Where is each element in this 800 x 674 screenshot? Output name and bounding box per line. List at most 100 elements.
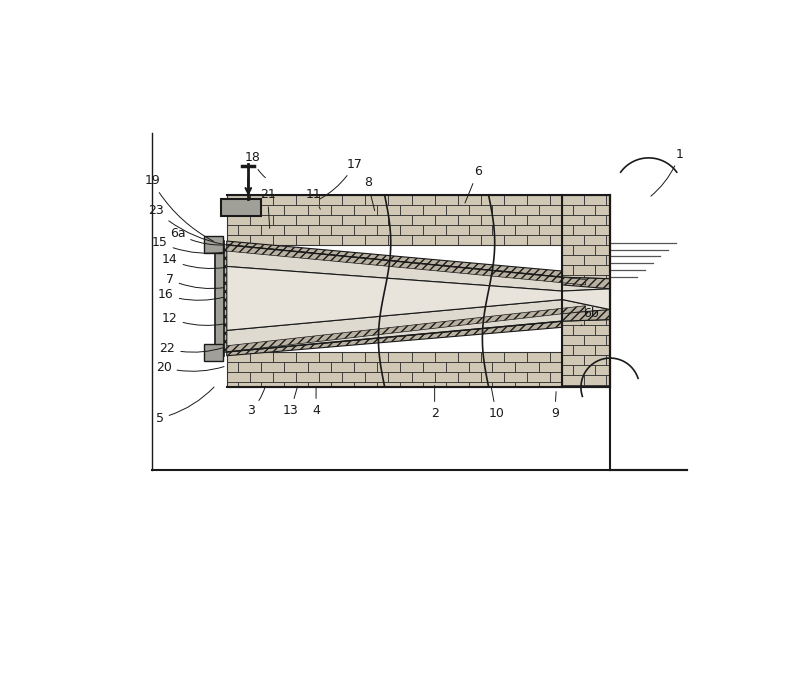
- Bar: [262, 205, 285, 215]
- Bar: [377, 205, 400, 215]
- Text: 17: 17: [320, 158, 362, 199]
- Bar: [389, 372, 411, 382]
- Bar: [250, 195, 273, 205]
- Bar: [562, 295, 584, 305]
- Bar: [434, 372, 458, 382]
- Bar: [538, 382, 562, 387]
- Bar: [562, 355, 584, 365]
- Bar: [226, 235, 250, 245]
- Bar: [470, 362, 492, 372]
- Bar: [527, 352, 550, 362]
- Bar: [400, 225, 423, 235]
- Bar: [411, 352, 434, 362]
- Text: 13: 13: [282, 386, 298, 417]
- Bar: [296, 195, 319, 205]
- Bar: [319, 195, 342, 205]
- Bar: [606, 375, 610, 385]
- Bar: [550, 352, 562, 362]
- Bar: [562, 325, 574, 335]
- Bar: [226, 372, 250, 382]
- Bar: [504, 195, 527, 205]
- Bar: [307, 362, 330, 372]
- Polygon shape: [226, 321, 562, 356]
- Bar: [574, 325, 594, 335]
- Bar: [377, 362, 400, 372]
- Text: 3: 3: [246, 386, 266, 417]
- Bar: [594, 385, 610, 387]
- Text: 6: 6: [465, 165, 482, 203]
- Text: 9: 9: [551, 392, 558, 420]
- Bar: [319, 235, 342, 245]
- Bar: [273, 372, 296, 382]
- Bar: [330, 362, 354, 372]
- Polygon shape: [562, 309, 610, 321]
- Bar: [250, 372, 273, 382]
- Bar: [458, 352, 481, 362]
- Bar: [574, 265, 594, 275]
- Bar: [538, 205, 562, 215]
- Bar: [470, 225, 492, 235]
- Bar: [594, 245, 610, 255]
- Polygon shape: [226, 306, 586, 352]
- Bar: [606, 235, 610, 245]
- Bar: [538, 225, 562, 235]
- Polygon shape: [226, 241, 562, 277]
- Polygon shape: [226, 245, 610, 291]
- Bar: [515, 205, 538, 215]
- Bar: [562, 385, 574, 387]
- Bar: [238, 225, 262, 235]
- Bar: [470, 382, 492, 387]
- Bar: [492, 362, 515, 372]
- Bar: [562, 195, 610, 387]
- Bar: [423, 362, 446, 372]
- Bar: [594, 325, 610, 335]
- Bar: [366, 195, 389, 205]
- Bar: [584, 235, 606, 245]
- Bar: [606, 215, 610, 225]
- Bar: [584, 315, 606, 325]
- Bar: [446, 382, 470, 387]
- Bar: [215, 241, 225, 356]
- Bar: [562, 255, 584, 265]
- Bar: [574, 305, 594, 315]
- Bar: [594, 365, 610, 375]
- Bar: [594, 345, 610, 355]
- Bar: [342, 372, 366, 382]
- Bar: [606, 195, 610, 205]
- Text: 8: 8: [364, 176, 374, 210]
- Bar: [515, 362, 538, 372]
- Bar: [606, 255, 610, 265]
- Bar: [606, 315, 610, 325]
- Text: 18: 18: [244, 152, 266, 178]
- Text: 1: 1: [651, 148, 683, 196]
- Bar: [226, 362, 238, 372]
- Bar: [458, 372, 481, 382]
- Bar: [481, 215, 504, 225]
- Bar: [562, 235, 584, 245]
- Bar: [434, 215, 458, 225]
- Bar: [354, 225, 377, 235]
- Bar: [238, 205, 262, 215]
- Bar: [204, 344, 223, 361]
- Bar: [285, 382, 307, 387]
- Bar: [458, 235, 481, 245]
- Bar: [538, 362, 562, 372]
- Bar: [574, 365, 594, 375]
- Bar: [492, 382, 515, 387]
- Bar: [481, 195, 504, 205]
- Bar: [562, 375, 584, 385]
- Bar: [262, 362, 285, 372]
- Bar: [342, 235, 366, 245]
- Bar: [584, 295, 606, 305]
- Bar: [296, 352, 319, 362]
- Bar: [504, 352, 527, 362]
- Bar: [574, 205, 594, 215]
- Bar: [226, 195, 562, 245]
- Bar: [226, 352, 562, 387]
- Bar: [296, 215, 319, 225]
- Bar: [389, 215, 411, 225]
- Text: 11: 11: [306, 188, 322, 209]
- Bar: [527, 195, 550, 205]
- Bar: [226, 352, 250, 362]
- Bar: [423, 382, 446, 387]
